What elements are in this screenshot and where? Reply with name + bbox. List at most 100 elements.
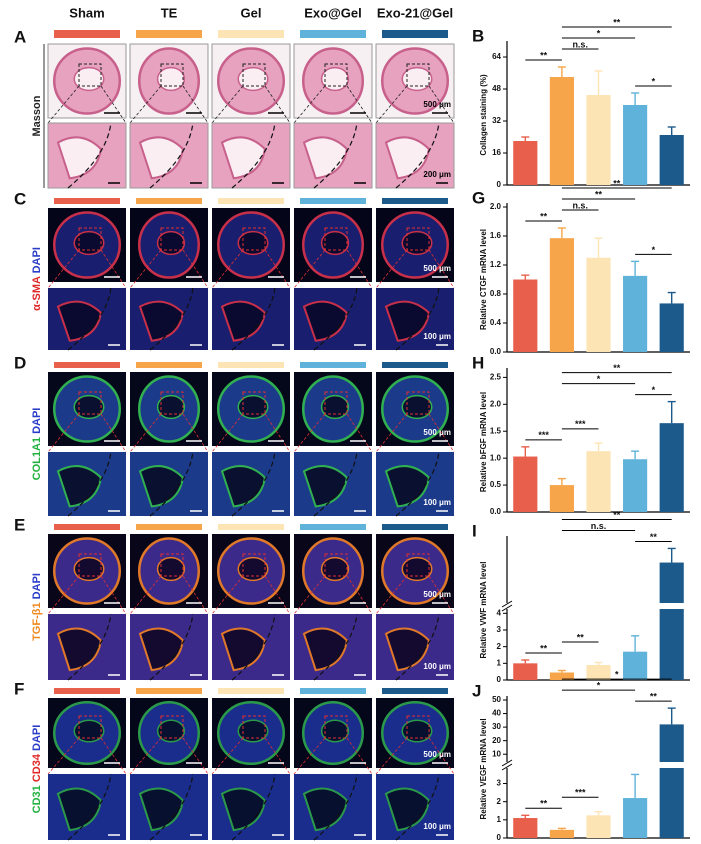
tissue-detail (138, 787, 184, 832)
bar (513, 663, 538, 680)
y-tick-label: 2.0 (490, 202, 502, 211)
group-color-bar (136, 198, 202, 204)
bar (659, 303, 684, 352)
column-header: Exo@Gel (304, 5, 361, 20)
zoom-line (47, 413, 80, 453)
zoom-line (375, 575, 408, 615)
bar (586, 257, 611, 352)
y-tick-label: 0 (497, 833, 502, 842)
y-axis-label: Relative VWF mRNA level (479, 561, 488, 658)
bar (586, 815, 611, 838)
y-tick-label: 48 (492, 84, 501, 93)
region-outline (67, 122, 112, 189)
tissue-lumen (320, 66, 350, 92)
y-tick-label: 1 (497, 815, 502, 824)
zoom-line (293, 575, 326, 615)
stain-name: DAPI (31, 408, 43, 437)
zoom-line (182, 737, 209, 775)
group-color-bar (136, 362, 202, 368)
tissue-detail (56, 465, 102, 508)
tissue-detail (138, 627, 184, 672)
group-color-bar (300, 524, 366, 530)
significance-label: ** (540, 799, 548, 809)
tissue-lumen (73, 394, 105, 420)
bar (623, 105, 648, 185)
y-tick-label: 0.4 (490, 318, 502, 327)
region-outline (149, 122, 194, 189)
y-tick-label: 30 (492, 722, 501, 731)
bar (586, 95, 611, 185)
group-color-bar (218, 524, 284, 530)
scale-label: 500 μm (423, 264, 451, 273)
zoom-box (242, 715, 266, 739)
y-tick-label: 1 (497, 658, 502, 667)
y-tick-label: 2.5 (490, 372, 502, 381)
scale-label: 200 μm (423, 170, 451, 179)
column-header: TE (161, 5, 178, 20)
y-axis-label: Relative CTGF mRNA level (479, 229, 488, 330)
tissue-lumen (156, 556, 186, 582)
zoom-box (324, 63, 348, 87)
tissue-detail (302, 136, 348, 180)
y-tick-label: 10 (492, 749, 501, 758)
y-axis-label: Collagen staining (%) (479, 74, 488, 156)
zoom-line (211, 575, 244, 615)
tissue-lumen (237, 719, 269, 743)
axis-break (501, 603, 690, 609)
scale-label: 500 μm (423, 590, 451, 599)
tissue-lumen (401, 719, 433, 743)
region-outline (67, 287, 112, 351)
significance-label: ** (595, 189, 603, 199)
region-outline (231, 451, 276, 517)
tissue-lumen (156, 719, 186, 743)
zoom-line (375, 249, 408, 289)
zoom-line (428, 737, 455, 775)
y-tick-label: 0.8 (490, 289, 502, 298)
bar (513, 456, 538, 512)
zoom-line (182, 85, 209, 124)
significance-label: ** (650, 692, 658, 702)
tissue-lumen (320, 556, 350, 582)
y-tick-label: 1.6 (490, 231, 502, 240)
y-tick-label: 64 (492, 52, 501, 61)
significance-label: ** (540, 50, 548, 60)
significance-label: ** (540, 643, 548, 653)
zoom-box (406, 553, 430, 577)
break-mark (501, 759, 513, 767)
zoom-line (100, 249, 127, 289)
zoom-box (406, 391, 430, 415)
scale-label: 100 μm (423, 822, 451, 831)
tissue-lumen (237, 230, 269, 256)
tissue-detail (220, 465, 266, 508)
group-color-bar (382, 688, 448, 694)
zoom-line (346, 575, 373, 615)
y-tick-label: 1.5 (490, 426, 502, 435)
zoom-line (129, 413, 162, 453)
bar (549, 238, 574, 352)
tissue-detail (138, 300, 184, 342)
zoom-box (242, 63, 266, 87)
zoom-line (375, 413, 408, 453)
significance-label: * (615, 670, 619, 680)
bar (549, 829, 574, 838)
tissue-lumen (156, 230, 186, 256)
group-color-bar (136, 688, 202, 694)
y-tick-label: 40 (492, 709, 501, 718)
panel-letter: G (472, 188, 485, 207)
zoom-box (160, 391, 184, 415)
tissue-detail (138, 465, 184, 508)
stain-name: α-SMA (31, 276, 43, 311)
zoom-line (264, 85, 291, 124)
region-outline (395, 287, 440, 351)
zoom-box (78, 391, 102, 415)
zoom-box (324, 227, 348, 251)
zoom-box (324, 715, 348, 739)
bar (513, 141, 538, 185)
significance-label: ** (613, 17, 621, 27)
tissue-detail (384, 465, 430, 508)
group-color-bar (54, 362, 120, 368)
zoom-box (406, 715, 430, 739)
tissue-lumen (156, 394, 186, 420)
region-outline (231, 613, 276, 681)
column-header: Gel (241, 5, 262, 20)
